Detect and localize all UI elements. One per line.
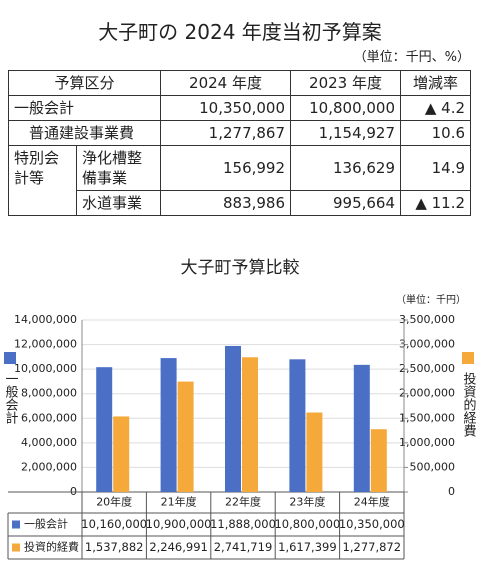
value-label: 1,277,872	[343, 540, 402, 554]
bar	[225, 345, 241, 492]
unit-note: （単位：千円）	[396, 293, 466, 306]
legend-label: 投資的経費	[24, 540, 79, 554]
value-label: 11,888,000	[210, 517, 276, 531]
cell: 883,986	[160, 190, 292, 216]
legend-label: 一般会計	[24, 517, 68, 531]
header-cell: 増減率	[400, 70, 472, 96]
x-tick-label: 23年度	[289, 495, 325, 509]
legend-swatch	[462, 352, 474, 364]
legend-swatch	[4, 352, 16, 364]
y2-tick-label: 1,000,000	[399, 436, 455, 449]
bar	[242, 357, 258, 492]
y-tick-label: 12,000,000	[14, 338, 77, 351]
value-label: 2,246,991	[149, 540, 208, 554]
y-tick-label: 4,000,000	[21, 436, 77, 449]
y-tick-label: 8,000,000	[21, 387, 77, 400]
y2-tick-label: 0	[448, 485, 455, 498]
cell: 1,154,927	[290, 120, 402, 146]
y-tick-label: 10,000,000	[14, 362, 77, 375]
y2-tick-label: 1,500,000	[399, 411, 455, 424]
y-tick-label: 14,000,000	[14, 313, 77, 326]
value-label: 1,617,399	[278, 540, 337, 554]
cell: 10,350,000	[160, 95, 292, 121]
bar	[160, 358, 177, 492]
x-tick-label: 22年度	[225, 495, 261, 509]
bar	[289, 359, 306, 492]
bar	[113, 416, 130, 492]
cell: 995,664	[290, 190, 402, 216]
y-tick-label: 2,000,000	[21, 460, 77, 473]
cell: 10.6	[400, 120, 472, 146]
bar	[353, 364, 370, 492]
value-label: 10,160,000	[81, 517, 147, 531]
cell: 特別会計等	[8, 145, 77, 216]
cell: ▲ 11.2	[400, 190, 472, 216]
y-axis-title: 一般会計	[3, 372, 19, 424]
unit-note: （単位：千円、%）	[353, 50, 470, 65]
legend-swatch	[12, 520, 20, 529]
y-tick-label: 6,000,000	[21, 411, 77, 424]
cell: 普通建設事業費	[7, 120, 162, 146]
y2-tick-label: 500,000	[410, 460, 456, 473]
value-label: 10,900,000	[146, 517, 212, 531]
x-tick-label: 21年度	[161, 495, 197, 509]
bar	[96, 367, 113, 492]
y2-tick-label: 2,500,000	[399, 362, 455, 375]
bar	[177, 381, 194, 492]
cell: 10,800,000	[290, 95, 402, 121]
budget-table: 予算区分 2024 年度 2023 年度 増減率 一般会計 10,350,000 10,8…	[7, 70, 472, 216]
legend-swatch	[12, 543, 20, 552]
cell: 156,992	[160, 145, 292, 191]
y2-axis-title: 投資的経費	[461, 371, 477, 437]
value-label: 10,350,000	[339, 517, 405, 531]
bar	[306, 412, 323, 492]
value-label: 1,537,882	[85, 540, 144, 554]
cell: 14.9	[400, 145, 472, 191]
x-tick-label: 24年度	[354, 495, 390, 509]
x-tick-label: 20年度	[96, 495, 132, 509]
y2-tick-label: 3,000,000	[399, 338, 455, 351]
value-label: 10,800,000	[274, 517, 340, 531]
chart-title: 大子町予算比較	[181, 258, 300, 278]
cell: 水道事業	[75, 190, 162, 216]
y2-tick-label: 2,000,000	[399, 387, 455, 400]
y2-tick-label: 3,500,000	[399, 313, 455, 326]
document-title: 大子町の 2024 年度当初予算案	[98, 20, 382, 44]
bar	[370, 429, 387, 492]
value-label: 2,741,719	[214, 540, 273, 554]
cell: 浄化槽整備事業	[75, 145, 162, 191]
cell: 136,629	[290, 145, 402, 191]
